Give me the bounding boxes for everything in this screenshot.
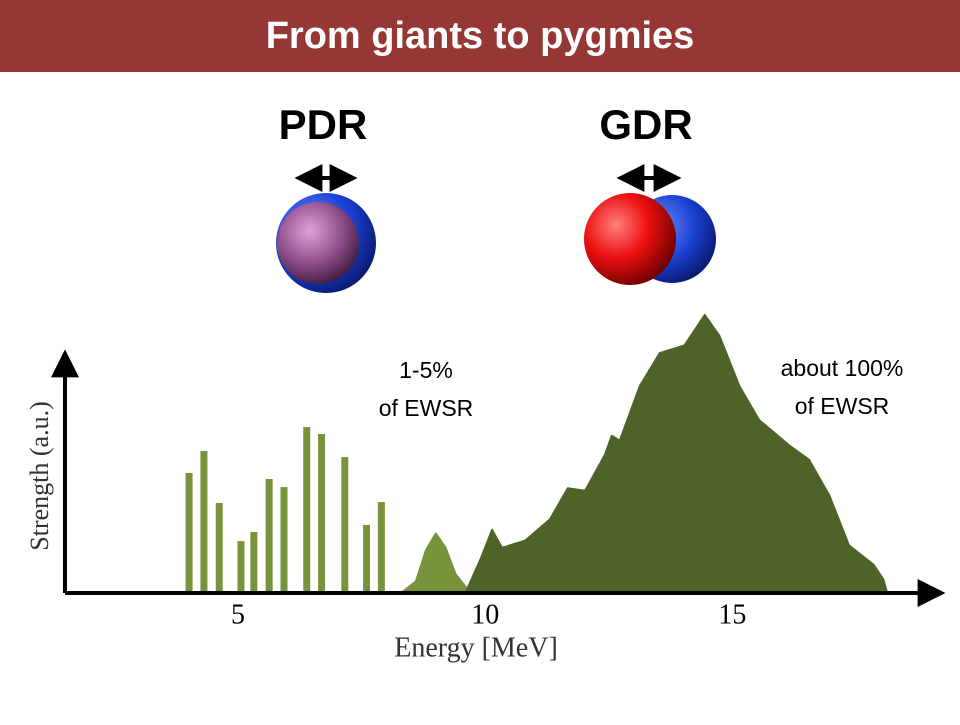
gdr-proton-sphere — [584, 193, 676, 285]
bar — [377, 502, 385, 593]
header-bar — [0, 0, 960, 72]
bar — [185, 473, 193, 593]
title: From giants to pygmies — [266, 15, 695, 57]
annotation: of EWSR — [795, 393, 890, 419]
area — [464, 314, 889, 594]
pdr-label: PDR — [279, 101, 368, 148]
x-tick-label: 5 — [231, 599, 245, 630]
gdr-label: GDR — [599, 101, 692, 148]
x-tick-label: 10 — [471, 599, 499, 630]
bar — [215, 503, 223, 593]
area — [400, 532, 472, 594]
x-axis-label: Energy [MeV] — [394, 632, 558, 663]
plot: 5 10 15 Energy [MeV] Strength (a.u.) 1-5% of E… — [25, 314, 946, 663]
bar — [341, 457, 349, 593]
annotation: 1-5% — [399, 357, 453, 383]
bar — [318, 434, 326, 593]
bar — [280, 487, 288, 593]
pdr-core-sphere — [277, 202, 359, 284]
annotation: of EWSR — [379, 395, 474, 421]
x-tick-label: 15 — [718, 599, 746, 630]
annotation: about 100% — [781, 355, 904, 381]
bar — [363, 524, 371, 593]
bar — [265, 478, 273, 593]
bar — [250, 532, 258, 593]
y-axis-label: Strength (a.u.) — [25, 401, 54, 550]
bar — [200, 450, 208, 593]
bar — [303, 427, 311, 593]
bar — [237, 541, 245, 593]
